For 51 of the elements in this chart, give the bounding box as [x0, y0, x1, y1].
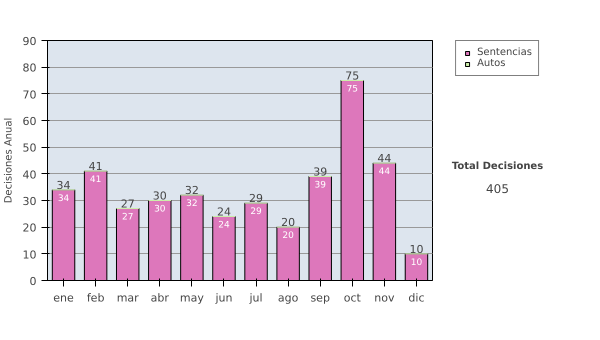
x-tick-label: sep [310, 292, 330, 304]
y-axis-title: Decisiones Anual [4, 118, 15, 204]
x-tick-label: may [180, 292, 204, 304]
x-tick-label: feb [86, 292, 104, 304]
total-label: 32 [184, 184, 199, 198]
x-tick-label: ene [53, 292, 74, 304]
total-label: 34 [56, 178, 71, 192]
x-tick-label: ago [278, 292, 299, 304]
x-tick-label: mar [116, 292, 140, 304]
data-label: 10 [410, 258, 422, 268]
x-tick-label: jun [214, 292, 232, 304]
legend-label: Autos [477, 58, 506, 69]
total-label: 75 [345, 70, 360, 82]
data-label: 75 [346, 84, 358, 94]
y-tick-label: 60 [22, 115, 37, 128]
x-tick-label: abr [150, 292, 170, 304]
total-label: 29 [249, 192, 264, 206]
y-tick-label: 80 [22, 62, 37, 75]
y-tick-label: 70 [22, 88, 37, 102]
x-tick-label: nov [374, 292, 395, 304]
total-label: 44 [377, 152, 392, 166]
data-label: 32 [186, 199, 198, 210]
data-label: 39 [314, 180, 326, 190]
data-label: 29 [250, 207, 262, 218]
y-tick-label: 50 [22, 142, 37, 155]
y-tick-label: 30 [22, 195, 37, 208]
x-tick-label: oct [344, 292, 362, 304]
y-tick-label: 0 [30, 275, 36, 288]
x-tick-label: jul [248, 292, 263, 304]
x-tick-label: dic [408, 292, 425, 304]
data-label: 41 [90, 175, 102, 186]
total-label: 10 [409, 242, 424, 256]
y-tick-label: 20 [22, 222, 37, 235]
total-label: 30 [152, 190, 167, 202]
total-label: 20 [281, 216, 296, 230]
data-label: 27 [122, 212, 134, 222]
y-tick-label: 10 [22, 248, 37, 262]
total-label: 41 [88, 160, 103, 174]
legend-label: Sentencias [477, 47, 532, 58]
data-label: 44 [378, 167, 390, 178]
data-label: 20 [282, 231, 294, 242]
y-tick-label: 90 [22, 35, 37, 48]
text: Total Decisiones [452, 161, 544, 172]
total-label: 39 [313, 166, 328, 178]
text: 405 [486, 182, 509, 196]
data-label: 30 [154, 204, 166, 214]
y-tick-label: 40 [22, 168, 37, 182]
total-label: 27 [120, 198, 135, 210]
total-label: 24 [216, 206, 231, 218]
data-label: 24 [218, 220, 230, 230]
data-label: 34 [58, 194, 70, 204]
